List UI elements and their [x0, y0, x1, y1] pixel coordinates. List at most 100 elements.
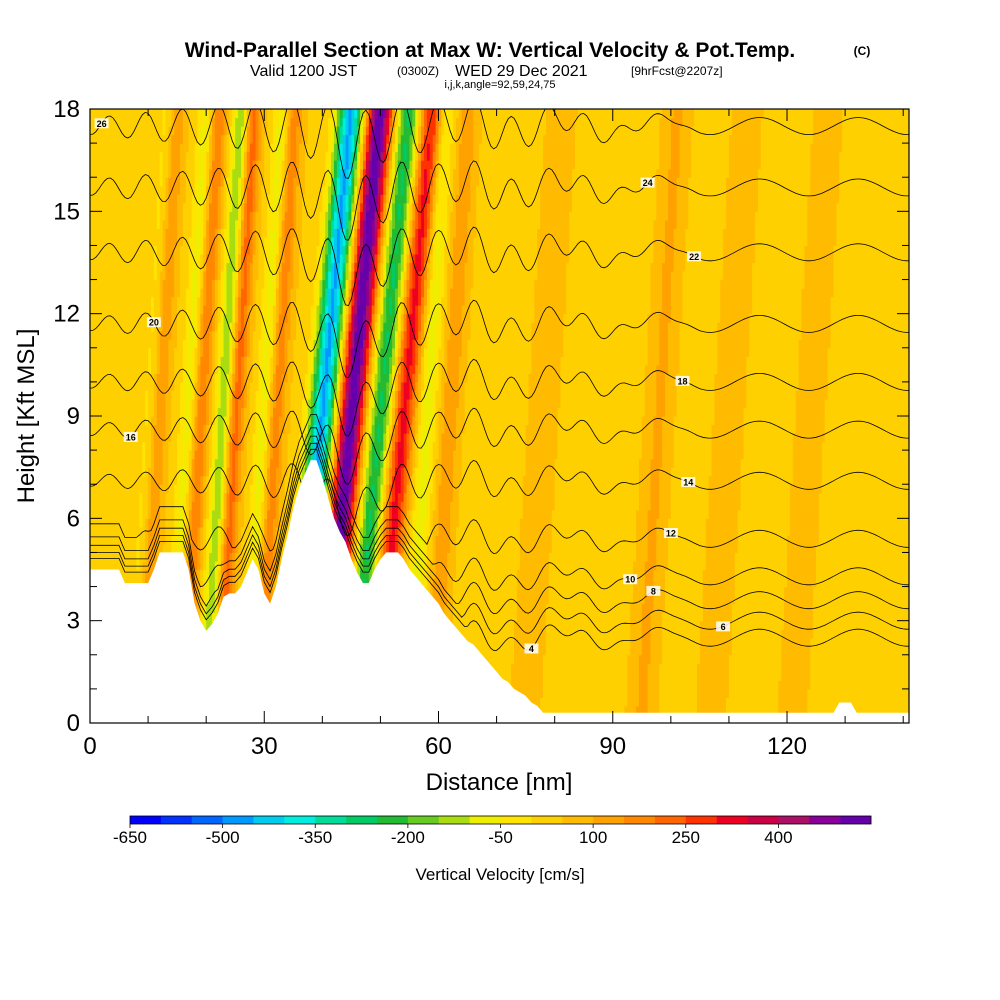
velocity-cell	[110, 441, 114, 451]
velocity-cell	[127, 467, 132, 477]
velocity-cell	[156, 279, 161, 289]
velocity-cell	[95, 168, 100, 178]
velocity-cell	[98, 313, 103, 323]
velocity-cell	[127, 305, 132, 315]
velocity-cell	[116, 543, 120, 554]
velocity-cell	[142, 134, 146, 144]
velocity-cell	[159, 219, 164, 229]
velocity-cell	[139, 305, 143, 315]
velocity-cell	[133, 441, 138, 451]
velocity-cell	[136, 578, 140, 588]
velocity-cell	[127, 364, 132, 374]
velocity-cell	[92, 330, 97, 340]
velocity-cell	[156, 416, 161, 426]
velocity-cell	[136, 501, 140, 511]
velocity-cell	[119, 151, 123, 161]
velocity-cell	[168, 211, 172, 221]
velocity-cell	[121, 228, 126, 238]
velocity-cell	[104, 450, 109, 460]
velocity-cell	[159, 501, 164, 511]
velocity-cell	[136, 271, 140, 281]
velocity-cell	[110, 296, 114, 306]
velocity-cell	[136, 245, 140, 255]
velocity-cell	[101, 313, 106, 323]
velocity-cell	[127, 398, 132, 409]
velocity-cell	[168, 330, 172, 340]
velocity-cell	[95, 211, 100, 221]
velocity-cell	[165, 305, 170, 315]
velocity-cell	[92, 313, 97, 323]
velocity-cell	[116, 492, 120, 502]
velocity-cell	[124, 569, 129, 579]
velocity-cell	[116, 484, 120, 494]
velocity-cell	[165, 347, 170, 357]
velocity-cell	[159, 126, 164, 136]
velocity-cell	[124, 185, 129, 195]
velocity-cell	[130, 373, 135, 383]
velocity-cell	[156, 433, 161, 443]
velocity-cell	[95, 160, 100, 170]
velocity-cell	[104, 126, 109, 136]
velocity-cell	[107, 134, 111, 144]
velocity-cell	[153, 305, 158, 315]
velocity-cell	[95, 416, 100, 426]
velocity-cell	[136, 560, 140, 571]
velocity-cell	[95, 194, 100, 204]
velocity-cell	[145, 279, 149, 289]
velocity-cell	[95, 279, 100, 289]
velocity-cell	[127, 518, 132, 528]
velocity-cell	[168, 450, 172, 460]
velocity-cell	[110, 526, 114, 536]
velocity-cell	[124, 322, 129, 332]
velocity-cell	[130, 569, 135, 579]
velocity-cell	[98, 279, 103, 289]
velocity-cell	[121, 322, 126, 332]
velocity-cell	[165, 381, 170, 392]
velocity-cell	[95, 151, 100, 161]
velocity-cell	[145, 356, 149, 366]
velocity-cell	[148, 398, 152, 409]
velocity-cell	[156, 424, 161, 434]
velocity-cell	[107, 492, 111, 502]
velocity-cell	[165, 288, 170, 298]
velocity-cell	[133, 339, 138, 349]
velocity-cell	[92, 322, 97, 332]
velocity-cell	[92, 194, 97, 204]
velocity-cell	[101, 424, 106, 434]
velocity-cell	[142, 330, 146, 340]
velocity-cell	[116, 356, 120, 366]
velocity-cell	[148, 160, 152, 170]
velocity-cell	[121, 373, 126, 383]
velocity-cell	[156, 134, 161, 144]
velocity-cell	[159, 424, 164, 434]
velocity-cell	[95, 458, 100, 468]
velocity-cell	[153, 262, 158, 272]
velocity-cell	[116, 296, 120, 306]
velocity-cell	[156, 288, 161, 298]
velocity-cell	[113, 543, 117, 554]
velocity-cell	[116, 109, 120, 119]
velocity-cell	[156, 194, 161, 204]
velocity-cell	[159, 177, 164, 187]
velocity-cell	[92, 518, 97, 528]
velocity-cell	[124, 202, 129, 212]
velocity-cell	[142, 373, 146, 383]
velocity-cell	[92, 219, 97, 229]
velocity-cell	[148, 253, 152, 264]
velocity-cell	[145, 262, 149, 272]
velocity-cell	[156, 364, 161, 374]
velocity-cell	[136, 143, 140, 153]
velocity-cell	[107, 484, 111, 494]
velocity-cell	[104, 390, 109, 400]
velocity-cell	[116, 279, 120, 289]
velocity-cell	[107, 552, 111, 562]
velocity-cell	[159, 467, 164, 477]
velocity-cell	[150, 364, 155, 374]
velocity-cell	[165, 501, 170, 511]
velocity-cell	[110, 433, 114, 443]
velocity-cell	[121, 364, 126, 374]
velocity-cell	[119, 535, 123, 545]
velocity-cell	[116, 450, 120, 460]
velocity-cell	[113, 458, 117, 468]
velocity-cell	[121, 177, 126, 187]
